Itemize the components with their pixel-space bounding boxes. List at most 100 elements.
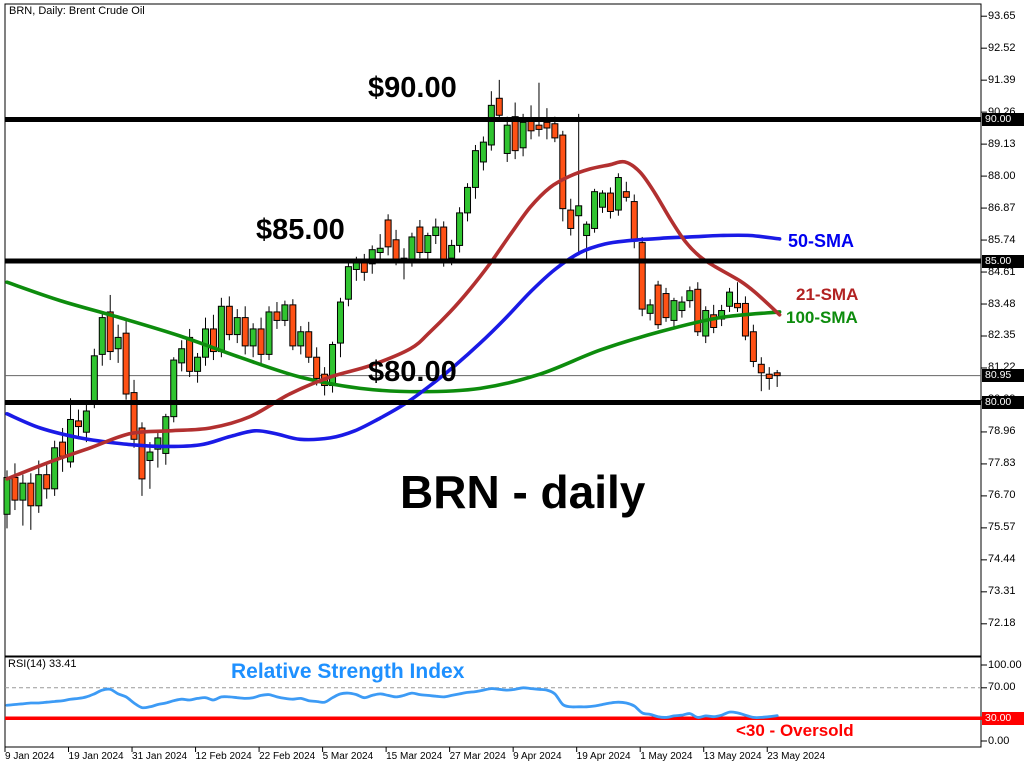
candle-bearish <box>622 191 630 198</box>
candle-bullish <box>233 317 241 336</box>
50-sma-line <box>5 233 782 449</box>
rsi-tick-label: 0.00 <box>988 734 1010 747</box>
rsi-tick-label: 100.00 <box>988 658 1022 671</box>
candle-bearish <box>257 328 265 355</box>
level-annotation-80: $80.00 <box>368 356 457 388</box>
oversold-annotation: <30 - Oversold <box>736 721 854 740</box>
candle-bearish <box>209 328 217 353</box>
date-label: 12 Feb 2024 <box>195 751 252 762</box>
candle-bullish <box>599 192 606 208</box>
candle-bearish <box>440 226 448 261</box>
100-sma-line <box>5 280 782 394</box>
date-label: 19 Jan 2024 <box>68 751 124 762</box>
candle-bearish <box>305 331 313 358</box>
candle-bearish <box>567 209 575 229</box>
price-tick-label: 84.61 <box>988 265 1016 278</box>
candle-bullish <box>591 191 599 229</box>
candle-bearish <box>559 134 567 210</box>
candle-bullish <box>670 300 678 321</box>
candle-bullish <box>614 177 622 211</box>
date-label: 13 May 2024 <box>703 751 762 762</box>
candle-bullish <box>702 310 710 337</box>
candle-bullish <box>67 418 75 463</box>
price-tick-label: 85.74 <box>988 233 1016 246</box>
candle-bullish <box>178 348 186 364</box>
candle-bearish <box>360 261 368 273</box>
sma21-label: 21-SMA <box>796 285 859 304</box>
price-tick-label: 74.44 <box>988 553 1016 566</box>
price-tick-label: 76.70 <box>988 489 1016 502</box>
candle-bullish <box>368 249 376 265</box>
candle-bearish <box>392 239 400 261</box>
rsi-indicator-status: RSI(14) 33.41 <box>8 658 77 670</box>
candle-bullish <box>19 482 27 501</box>
rsi-line <box>5 686 779 720</box>
candle-bearish <box>765 373 773 379</box>
price-tick-label: 91.39 <box>988 73 1016 86</box>
candle-bearish <box>74 420 82 428</box>
candle-bullish <box>265 311 273 355</box>
price-highlight-85.00: 85.00 <box>982 254 1024 268</box>
candle-bearish <box>511 116 519 152</box>
chart-caption: BRN - daily <box>400 466 646 518</box>
candle-bearish <box>757 363 765 374</box>
price-tick-label: 72.18 <box>988 617 1016 630</box>
candle-bearish <box>11 476 19 501</box>
candle-bullish <box>471 150 479 188</box>
price-tick-label: 78.96 <box>988 425 1016 438</box>
candle-bearish <box>186 336 194 372</box>
candle-bullish <box>90 355 98 402</box>
rsi-title: Relative Strength Index <box>231 660 465 683</box>
candle-bearish <box>535 124 543 130</box>
candle-bearish <box>741 302 749 337</box>
sma100-label: 100-SMA <box>786 308 858 327</box>
candle-bullish <box>170 359 178 418</box>
price-tick-label: 92.52 <box>988 41 1016 54</box>
candle-bullish <box>336 301 344 344</box>
price-tick-label: 93.65 <box>988 9 1016 22</box>
21-sma-line <box>5 159 782 481</box>
price-highlight-90.00: 90.00 <box>982 113 1024 126</box>
candle-bearish <box>749 331 757 362</box>
candle-bearish <box>273 311 281 321</box>
candle-bearish <box>543 121 551 129</box>
candle-bullish <box>82 410 90 433</box>
candle-bearish <box>495 97 503 116</box>
candle-bearish <box>551 123 559 139</box>
candle-bullish <box>479 141 487 163</box>
price-tick-label: 75.57 <box>988 521 1016 534</box>
candle-bearish <box>313 356 321 379</box>
candle-bullish <box>146 451 154 462</box>
candle-bullish <box>194 356 202 372</box>
price-tick-label: 82.35 <box>988 329 1016 342</box>
candle-bullish <box>114 336 122 350</box>
candle-bearish <box>630 201 638 242</box>
candle-bearish <box>654 284 662 326</box>
price-tick-label: 83.48 <box>988 297 1016 310</box>
candle-bullish <box>329 343 337 387</box>
candle-bullish <box>519 121 527 149</box>
level-annotation-85: $85.00 <box>256 214 345 246</box>
candle-bullish <box>35 474 43 507</box>
candle-bullish <box>154 437 162 450</box>
candle-bearish <box>694 288 702 333</box>
candle-bearish <box>59 441 67 457</box>
candle-bullish <box>297 331 305 347</box>
date-label: 31 Jan 2024 <box>132 751 188 762</box>
candle-bullish <box>344 266 352 300</box>
candle-bearish <box>773 372 781 377</box>
price-highlight-80.95: 80.95 <box>982 369 1024 383</box>
candle-bearish <box>638 242 646 310</box>
candle-bullish <box>487 104 495 146</box>
symbol-title: BRN, Daily: Brent Crude Oil <box>9 5 145 17</box>
candle-bearish <box>733 302 741 309</box>
candle-bullish <box>424 235 432 254</box>
date-label: 9 Apr 2024 <box>513 751 562 762</box>
candle-bullish <box>3 476 11 515</box>
date-label: 22 Feb 2024 <box>259 751 316 762</box>
candle-bullish <box>575 205 583 217</box>
candle-bullish <box>281 304 289 321</box>
candle-bullish <box>464 186 472 214</box>
